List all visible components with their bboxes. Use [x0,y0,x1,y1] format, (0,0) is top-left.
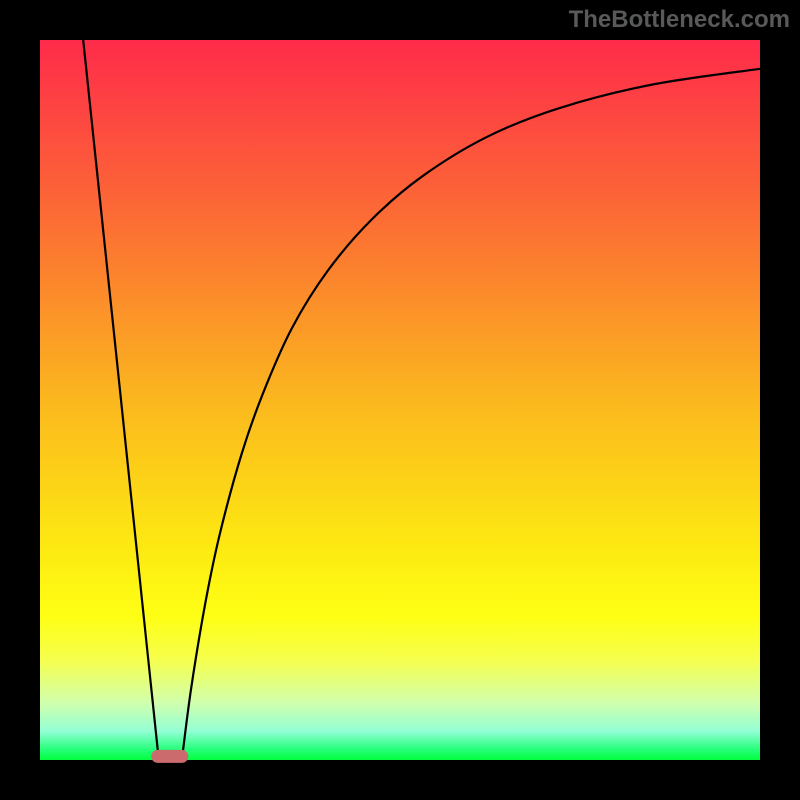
minimum-marker [151,750,188,762]
plot-area [40,40,760,760]
left-line [83,40,159,760]
right-curve [182,69,760,760]
curves-layer [40,40,760,760]
chart-container: TheBottleneck.com [0,0,800,800]
watermark-text: TheBottleneck.com [569,6,790,34]
